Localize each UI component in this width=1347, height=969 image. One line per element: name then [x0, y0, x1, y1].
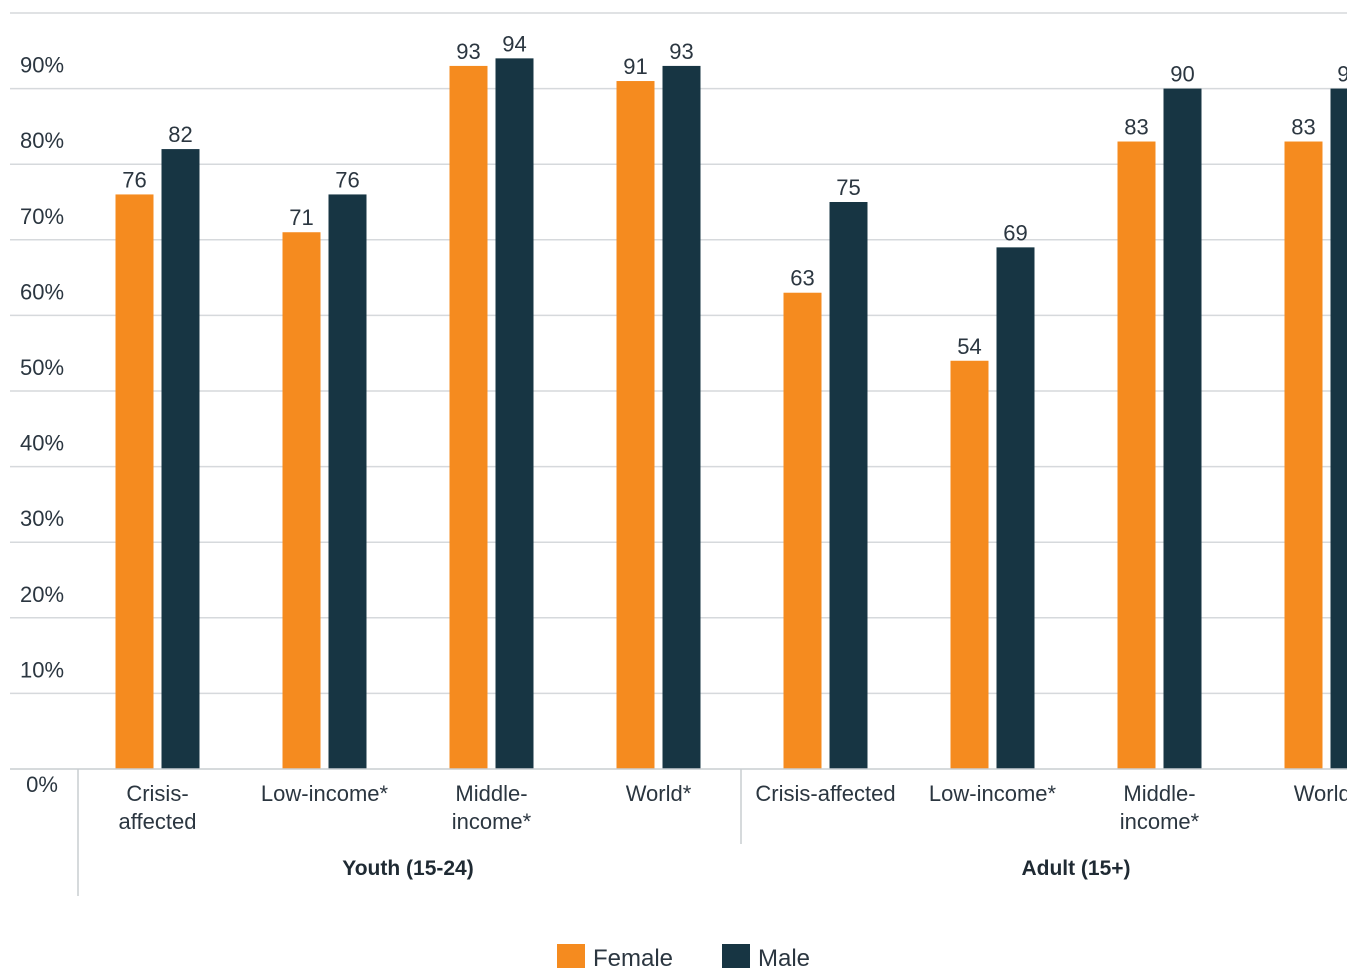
legend-swatch-male — [722, 944, 750, 968]
y-axis-ticks: 0% 10% 20% 30% 40% 50% 60% 70% 80% 90% 100% — [14, 0, 70, 797]
y-tick-label: 70% — [20, 204, 64, 229]
y-tick-label: 100% — [14, 0, 70, 2]
y-tick-label: 20% — [20, 582, 64, 607]
category-label: Low-income* — [261, 781, 389, 806]
bar-female — [1284, 141, 1323, 769]
category-label: World* — [1294, 781, 1347, 806]
y-tick-label: 10% — [20, 657, 64, 682]
bar-female — [282, 232, 321, 770]
y-tick-label: 90% — [20, 53, 64, 78]
bars — [115, 58, 1347, 770]
data-label: 75 — [836, 175, 860, 200]
bar-female — [449, 65, 488, 770]
data-label: 90 — [1170, 62, 1194, 87]
bar-male — [662, 65, 701, 770]
data-label: 76 — [335, 167, 359, 192]
data-label: 63 — [790, 266, 814, 291]
group-label: Adult (15+) — [1021, 857, 1130, 880]
data-label: 82 — [168, 122, 192, 147]
y-tick-label: 40% — [20, 431, 64, 456]
category-label: affected — [119, 809, 197, 834]
bar-male — [495, 58, 534, 770]
legend-swatch-female — [557, 944, 585, 968]
y-tick-label: 50% — [20, 355, 64, 380]
y-tick-label: 60% — [20, 279, 64, 304]
y-tick-label: 30% — [20, 506, 64, 531]
data-label: 90 — [1337, 62, 1347, 87]
bar-male — [1330, 88, 1347, 770]
data-label: 69 — [1003, 220, 1027, 245]
bar-male — [1163, 88, 1202, 770]
bar-female — [115, 194, 154, 769]
x-axis: Crisis-affected Low-income* Middle-income*… — [10, 768, 1347, 896]
legend: Female Male — [557, 944, 810, 969]
category-label: Crisis-affected — [755, 781, 895, 806]
bar-male — [161, 149, 200, 769]
category-label: income* — [452, 809, 532, 834]
bar-male — [829, 202, 868, 769]
bar-male — [328, 194, 367, 769]
category-label: income* — [1120, 809, 1200, 834]
category-label: Middle- — [455, 781, 527, 806]
group-label: Youth (15-24) — [342, 857, 473, 880]
category-label: Low-income* — [929, 781, 1057, 806]
bar-male — [996, 247, 1035, 770]
data-label: 76 — [122, 167, 146, 192]
legend-label-female: Female — [593, 945, 673, 969]
data-label: 91 — [623, 54, 647, 79]
y-tick-label: 0% — [26, 772, 58, 797]
bar-female — [1117, 141, 1156, 769]
bar-female — [783, 292, 822, 769]
legend-label-male: Male — [758, 945, 810, 969]
data-labels: 76 71 93 91 63 54 83 83 82 76 94 93 75 69 90 90 — [122, 31, 1347, 358]
bar-female — [616, 81, 655, 770]
category-label: World* — [626, 781, 692, 806]
bar-female — [950, 360, 989, 769]
data-label: 71 — [289, 205, 313, 230]
data-label: 54 — [957, 334, 981, 359]
data-label: 83 — [1124, 115, 1148, 140]
category-label: Crisis- — [126, 781, 188, 806]
data-label: 93 — [669, 39, 693, 64]
data-label: 83 — [1291, 115, 1315, 140]
category-label: Middle- — [1123, 781, 1195, 806]
data-label: 93 — [456, 39, 480, 64]
data-label: 94 — [502, 31, 526, 56]
y-tick-label: 80% — [20, 128, 64, 153]
